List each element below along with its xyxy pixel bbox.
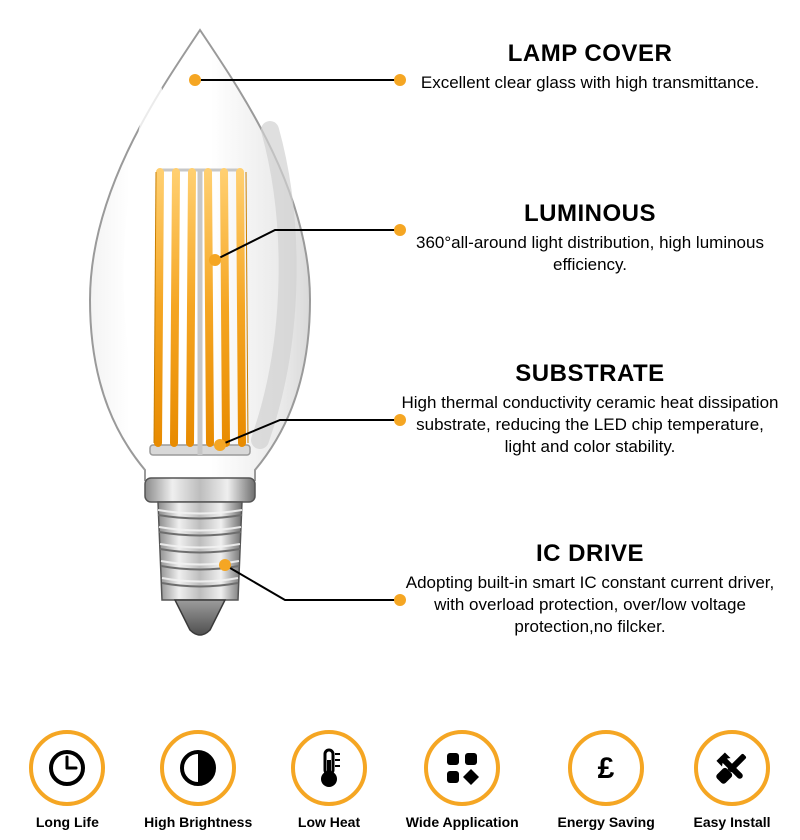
feature-label: Easy Install bbox=[694, 814, 771, 830]
svg-text:£: £ bbox=[598, 752, 615, 785]
callout-desc: High thermal conductivity ceramic heat d… bbox=[400, 392, 780, 458]
ic-drive-base bbox=[158, 502, 242, 635]
callout-title: SUBSTRATE bbox=[400, 360, 780, 388]
feature-easy-install: Easy Install bbox=[694, 730, 771, 830]
thermometer-icon bbox=[307, 746, 351, 790]
feature-icon-ring bbox=[29, 730, 105, 806]
feature-icon-ring bbox=[694, 730, 770, 806]
feature-label: High Brightness bbox=[144, 814, 252, 830]
callout-desc: Adopting built-in smart IC constant curr… bbox=[400, 572, 780, 638]
callout-substrate: SUBSTRATE High thermal conductivity ceram… bbox=[400, 360, 780, 458]
features-row: Long Life High Brightness Low Heat Wide … bbox=[0, 720, 800, 840]
feature-label: Wide Application bbox=[406, 814, 519, 830]
feature-label: Low Heat bbox=[298, 814, 360, 830]
feature-high-brightness: High Brightness bbox=[144, 730, 252, 830]
pound-icon: £ bbox=[584, 746, 628, 790]
callout-lamp-cover: LAMP COVER Excellent clear glass with hig… bbox=[400, 40, 780, 94]
feature-long-life: Long Life bbox=[29, 730, 105, 830]
callout-desc: 360°all-around light distribution, high … bbox=[400, 232, 780, 276]
feature-icon-ring bbox=[160, 730, 236, 806]
bulb-collar bbox=[145, 478, 255, 502]
feature-low-heat: Low Heat bbox=[291, 730, 367, 830]
callout-ic-drive: IC DRIVE Adopting built-in smart IC const… bbox=[400, 540, 780, 638]
feature-icon-ring bbox=[424, 730, 500, 806]
callout-luminous: LUMINOUS 360°all-around light distributio… bbox=[400, 200, 780, 276]
callout-title: IC DRIVE bbox=[400, 540, 780, 568]
callout-title: LAMP COVER bbox=[400, 40, 780, 68]
grid-icon bbox=[440, 746, 484, 790]
feature-wide-application: Wide Application bbox=[406, 730, 519, 830]
tools-icon bbox=[710, 746, 754, 790]
feature-icon-ring bbox=[291, 730, 367, 806]
feature-label: Long Life bbox=[36, 814, 99, 830]
clock-icon bbox=[45, 746, 89, 790]
callout-desc: Excellent clear glass with high transmit… bbox=[400, 72, 780, 94]
half-circle-icon bbox=[176, 746, 220, 790]
diagram-area: LAMP COVER Excellent clear glass with hig… bbox=[0, 0, 800, 720]
feature-icon-ring: £ bbox=[568, 730, 644, 806]
callout-title: LUMINOUS bbox=[400, 200, 780, 228]
feature-energy-saving: £ Energy Saving bbox=[557, 730, 654, 830]
feature-label: Energy Saving bbox=[557, 814, 654, 830]
bulb-illustration bbox=[40, 20, 360, 680]
